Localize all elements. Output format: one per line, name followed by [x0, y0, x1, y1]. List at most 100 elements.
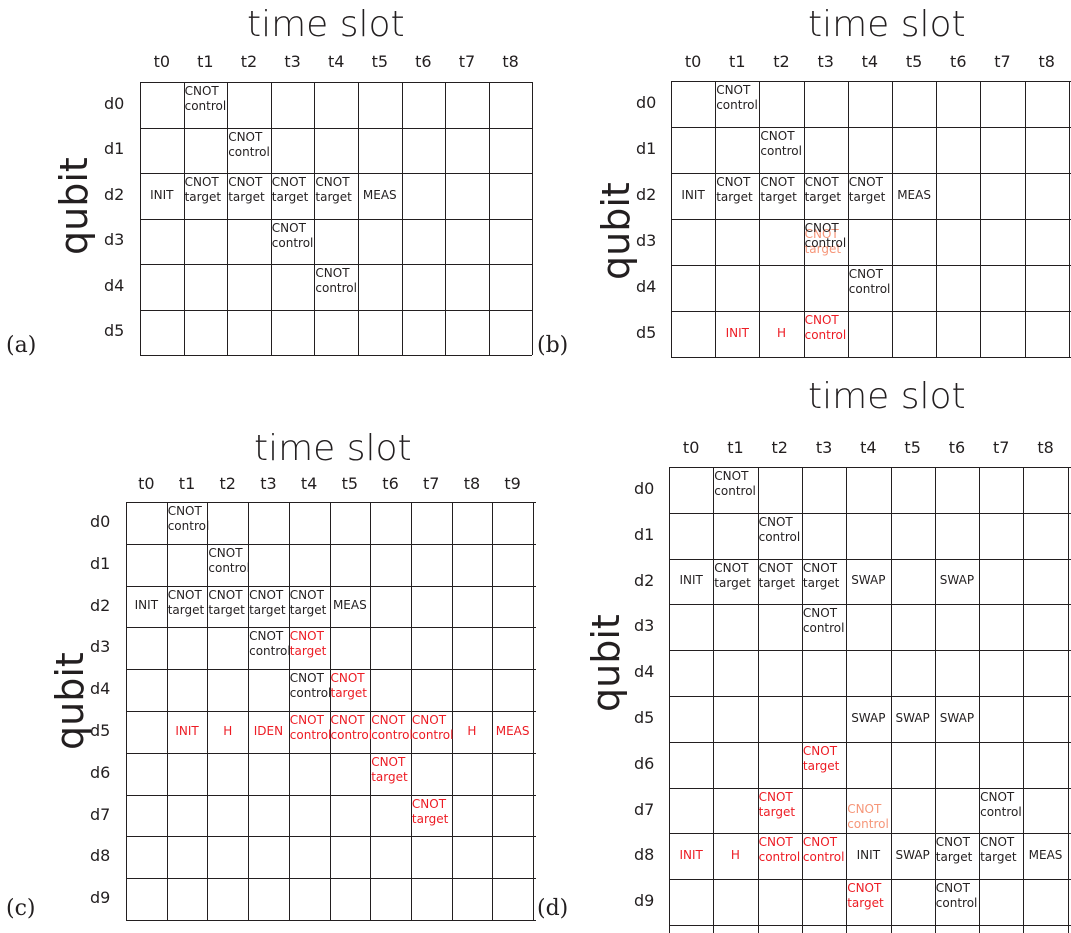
gate-cell: CNOT target [713, 559, 757, 605]
grid-line-horizontal [671, 127, 1071, 128]
gate-label-line1: CNOT [249, 587, 284, 602]
gate-cell: CNOT control [713, 467, 757, 513]
gate-cell: MEAS [1023, 833, 1067, 879]
gate-label-line1: CNOT [758, 560, 793, 575]
column-label: t4 [860, 438, 877, 457]
gate-label-line1: CNOT [249, 629, 284, 644]
panel-label: (c) [6, 896, 36, 921]
gate-label-line1: CNOT [758, 835, 793, 850]
gate-label: MEAS [362, 187, 397, 202]
gate-cell: CNOT target [248, 586, 289, 628]
gate-label-line1: CNOT [167, 504, 202, 518]
gate-label-line2: target [315, 190, 352, 204]
column-label: t4 [300, 474, 318, 493]
gate-label-line1: CNOT [330, 671, 365, 686]
grid-line-vertical [1023, 467, 1025, 933]
gate-cell: H [452, 711, 493, 753]
gate-cell: SWAP [935, 696, 979, 742]
gate-label: H [730, 848, 740, 863]
gate-label-line1: CNOT [184, 84, 219, 98]
gate-label-line1: CNOT [980, 789, 1015, 804]
gate-label: INIT [150, 187, 174, 202]
gate-label-line1: CNOT [804, 221, 839, 235]
gate-label-line2: target [330, 686, 368, 701]
gate-cell: CNOT target [758, 559, 802, 605]
grid-line-horizontal [140, 173, 532, 174]
gate-cell: CNOT control [979, 788, 1023, 834]
gate-cell: INIT [126, 586, 167, 628]
column-label: t7 [993, 438, 1010, 457]
gate-label-line2: control [249, 644, 291, 659]
row-label: d5 [634, 707, 655, 727]
grid-line-vertical [846, 467, 848, 933]
grid-line-vertical [669, 467, 670, 933]
column-label: t7 [994, 52, 1011, 71]
gate-cell: CNOT target [848, 173, 892, 219]
column-label: t4 [861, 52, 879, 71]
gate-label-line1: CNOT [315, 266, 350, 280]
column-label: t3 [284, 52, 301, 71]
gate-label-line1: CNOT [371, 754, 406, 769]
row-label: d2 [634, 570, 655, 590]
gate-label-line1: CNOT [760, 175, 795, 189]
grid-line-horizontal [126, 669, 536, 671]
column-label: t8 [1038, 52, 1055, 71]
grid-line-horizontal [140, 218, 532, 220]
gate-label-line2: control [760, 144, 802, 158]
gate-label-line2: control [289, 728, 332, 742]
gate-cell: SWAP [846, 696, 890, 742]
gate-cell: CNOT target [802, 559, 846, 605]
row-label: d3 [104, 230, 125, 250]
gate-label: INIT [175, 723, 199, 738]
row-label: d0 [634, 478, 655, 498]
column-label: t1 [729, 52, 746, 71]
gate-label-line1: CNOT [208, 587, 243, 602]
gate-label-line1: CNOT [935, 881, 970, 896]
row-label: d3 [636, 231, 657, 250]
grid-line-horizontal [671, 219, 1071, 220]
gate-cell: CNOT control [184, 82, 228, 128]
grid-line-horizontal [669, 650, 1071, 652]
gate-label-line2: control [184, 99, 227, 113]
gate-cell: CNOT target [759, 173, 803, 219]
grid-line-vertical [934, 467, 936, 933]
gate-label-line1: CNOT [228, 129, 263, 144]
gate-label-line1: CNOT [980, 835, 1015, 850]
gate-cell: SWAP [846, 559, 890, 605]
grid-line-horizontal [669, 467, 1071, 468]
gate-label-line2: control [980, 804, 1022, 819]
gate-cell: CNOT control [802, 604, 846, 650]
gate-label: SWAP [939, 710, 975, 725]
gate-cell: CNOT target [370, 753, 411, 795]
grid-line-horizontal [140, 82, 532, 83]
gate-cell: MEAS [892, 173, 936, 219]
gate-label-line2: target [935, 850, 973, 865]
grid-line-horizontal [126, 836, 536, 838]
column-label: t1 [197, 52, 214, 71]
gate-label-line2: control [758, 529, 801, 544]
gate-cell: CNOT control [207, 544, 250, 586]
gate-label-line2: target [271, 190, 309, 204]
row-label: d5 [636, 323, 657, 342]
gate-cell: CNOT target [935, 833, 979, 879]
gate-cell: INIT [671, 173, 715, 219]
gate-label-line2: target [804, 242, 842, 256]
gate-cell: H [207, 711, 248, 753]
grid-line-horizontal [669, 604, 1071, 606]
y-axis-label: qubit [584, 614, 628, 712]
gate-label-line2: control [271, 235, 314, 250]
gate-label-line1: CNOT [802, 606, 838, 621]
gate-label-line1: CNOT [167, 587, 202, 602]
row-label: d1 [634, 524, 655, 544]
gate-cell: CNOT target [289, 627, 330, 669]
grid-line-horizontal [140, 264, 532, 265]
gate-label-line2: control [804, 328, 847, 342]
gate-label-line1: CNOT [289, 713, 324, 727]
gate-cell: CNOT target [271, 173, 315, 219]
grid-line-vertical [757, 467, 759, 933]
grid-line-horizontal [140, 127, 532, 129]
gate-label-line2: control [208, 560, 250, 575]
row-label: d4 [104, 275, 125, 295]
gate-label-line2: control [167, 519, 210, 533]
gate-label-line2: target [184, 190, 222, 204]
